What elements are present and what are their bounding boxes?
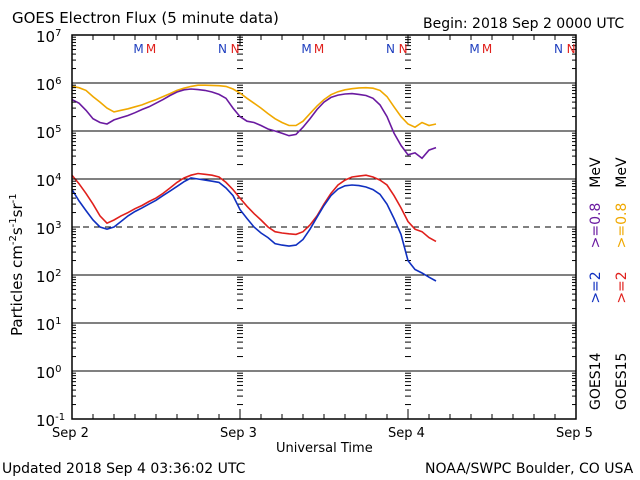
day-marker-m: M <box>469 42 479 56</box>
y-axis-label-end: sr <box>8 203 26 218</box>
axis-ticks <box>71 35 577 420</box>
series-line-2 <box>71 172 437 243</box>
legend-goes15-2mev: >=2 <box>614 271 630 304</box>
day-marker-n: N <box>554 42 563 56</box>
series-line-1 <box>71 88 437 160</box>
series-group <box>71 84 437 282</box>
y-tick-label: 103 <box>36 220 62 238</box>
y-tick-label: 100 <box>36 364 62 382</box>
legend-goes14-08mev: >=0.8 <box>588 202 604 249</box>
series-line-3 <box>71 177 437 282</box>
day-marker-n: N <box>231 42 240 56</box>
legend-row-goes14: GOES14 >=2 >=0.8 MeV <box>588 157 604 410</box>
y-axis-label-sup2: -1 <box>8 217 19 228</box>
y-axis-label-sup3: -1 <box>8 193 19 204</box>
legend-goes14-2mev: >=2 <box>588 271 604 304</box>
y-axis-label-sup1: -2 <box>8 235 19 246</box>
plot-border <box>71 34 577 420</box>
day-marker-m: M <box>301 42 311 56</box>
y-tick-label: 104 <box>36 172 62 190</box>
day-marker-n: N <box>399 42 408 56</box>
legend-goes15-label: GOES15 <box>614 352 630 410</box>
y-tick-label: 101 <box>36 316 62 334</box>
y-tick-label: 106 <box>36 76 62 94</box>
day-marker-m: M <box>482 42 492 56</box>
y-axis-label-main: Particles cm <box>8 245 26 336</box>
x-tick-label: Sep 2 <box>52 426 89 441</box>
x-tick-label: Sep 5 <box>556 426 593 441</box>
grid-lines <box>72 36 576 406</box>
y-axis-label-mid: s <box>8 227 26 236</box>
day-marker-m: M <box>146 42 156 56</box>
day-marker-n: N <box>567 42 576 56</box>
legend-goes15-08mev: >=0.8 <box>614 202 630 249</box>
y-tick-label: 107 <box>36 28 62 46</box>
legend-mev-2: MeV <box>614 157 630 188</box>
x-tick-label: Sep 4 <box>388 426 425 441</box>
y-tick-label: 10-1 <box>36 412 66 430</box>
series-line-0 <box>71 84 437 129</box>
day-marker-n: N <box>218 42 227 56</box>
updated-timestamp: Updated 2018 Sep 4 03:36:02 UTC <box>2 461 246 477</box>
chart-title: GOES Electron Flux (5 minute data) <box>12 9 279 27</box>
day-marker-m: M <box>314 42 324 56</box>
y-tick-label: 105 <box>36 124 62 142</box>
legend-row-goes15: GOES15 >=2 >=0.8 MeV <box>614 157 630 410</box>
legend-mev-1: MeV <box>588 157 604 188</box>
y-axis-label: Particles cm-2s-1sr-1 <box>6 193 26 336</box>
credit-label: NOAA/SWPC Boulder, CO USA <box>425 461 634 477</box>
begin-label: Begin: 2018 Sep 2 0000 UTC <box>423 16 625 32</box>
legend-goes14-label: GOES14 <box>588 352 604 410</box>
plot-frame <box>71 34 577 420</box>
x-tick-label: Sep 3 <box>220 426 257 441</box>
x-axis-label: Universal Time <box>276 441 373 456</box>
day-marker-m: M <box>133 42 143 56</box>
day-marker-n: N <box>386 42 395 56</box>
y-tick-label: 102 <box>36 268 62 286</box>
